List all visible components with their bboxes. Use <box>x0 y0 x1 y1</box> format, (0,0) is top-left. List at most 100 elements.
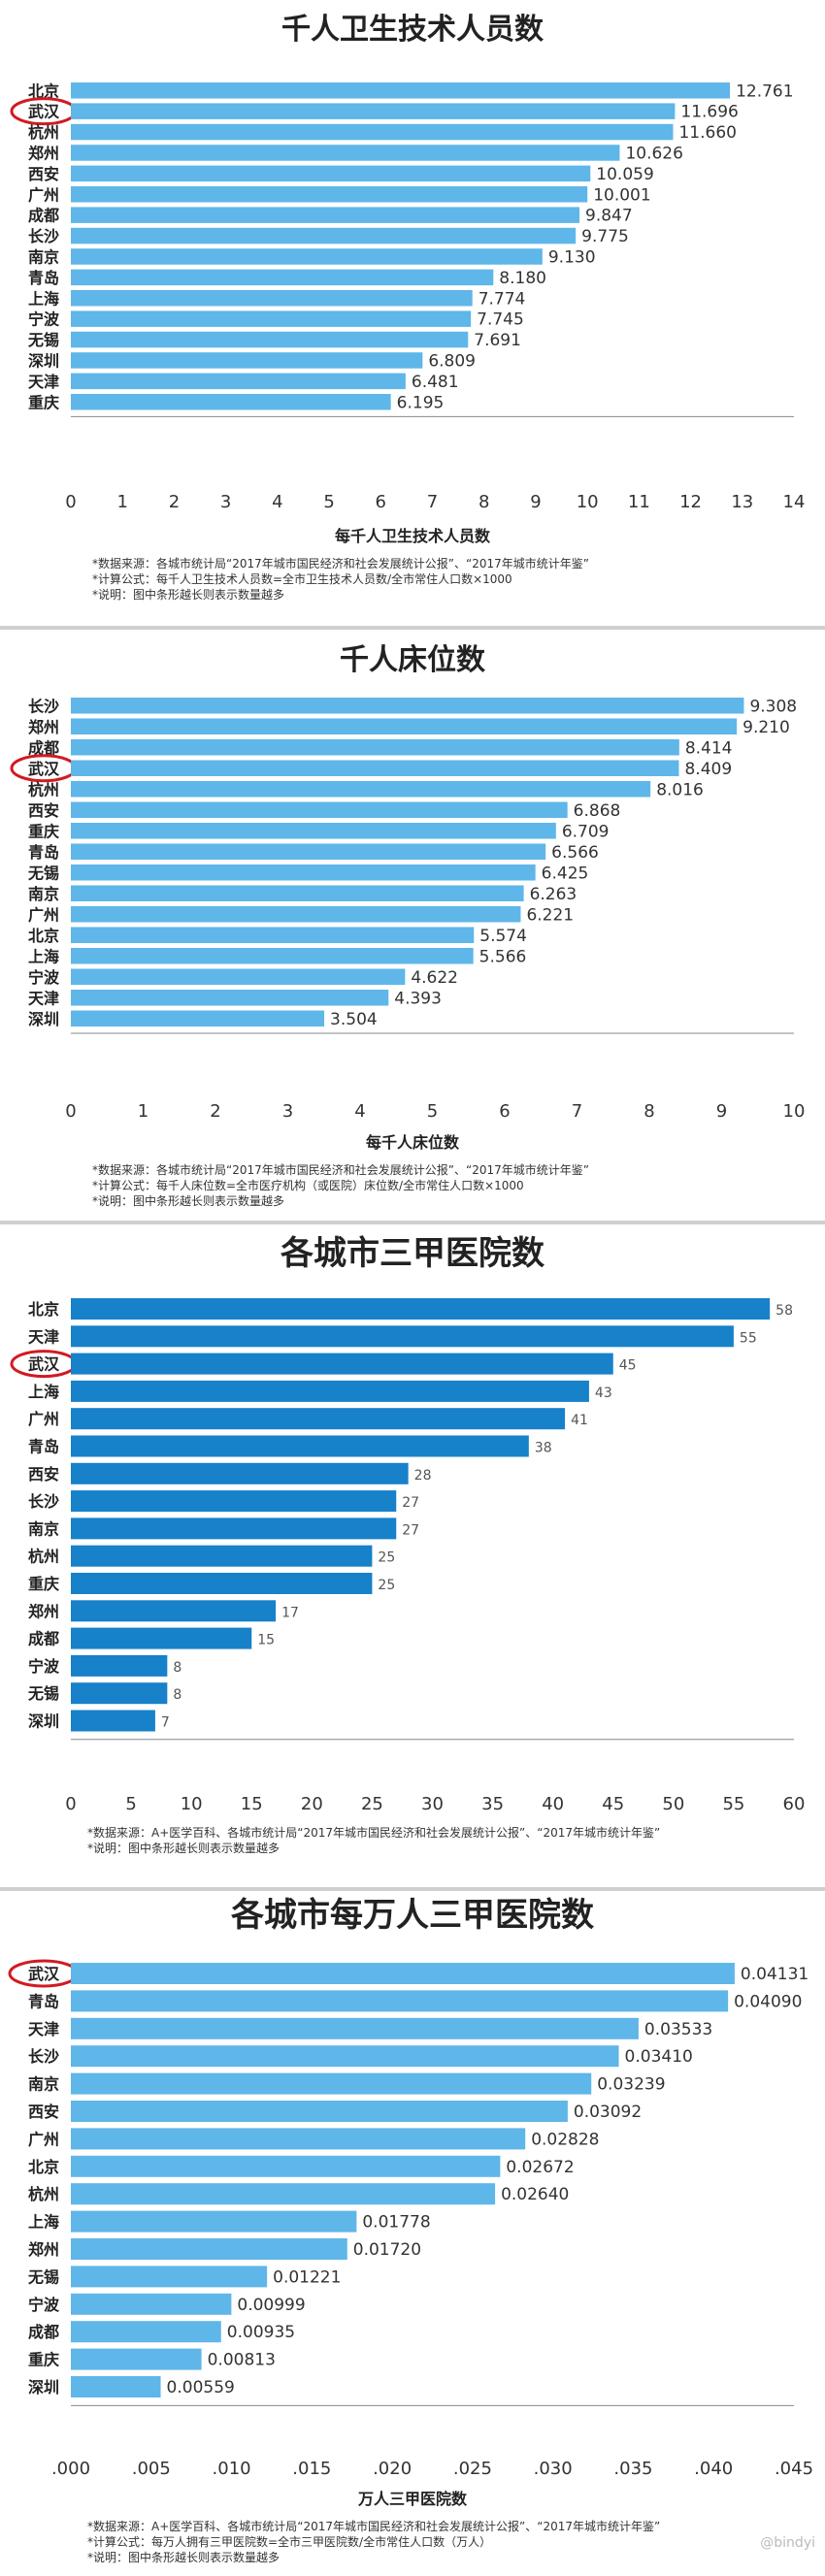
x-tick-label: 8 <box>644 1101 654 1122</box>
bar <box>71 2238 347 2260</box>
x-tick-label: 3 <box>220 492 231 512</box>
category-label: 无锡 <box>27 331 59 349</box>
value-label: 43 <box>595 1386 612 1401</box>
x-tick-label: 0 <box>65 1794 76 1814</box>
bar <box>71 1298 771 1320</box>
value-label: 4.393 <box>394 989 442 1008</box>
x-tick-label: 5 <box>125 1794 136 1814</box>
x-tick-label: 11 <box>628 492 650 512</box>
bar <box>71 1462 409 1484</box>
bar <box>71 739 679 756</box>
category-label: 郑州 <box>28 718 59 736</box>
bar <box>71 310 472 327</box>
x-tick-label: 5 <box>323 492 334 512</box>
value-label: 0.02828 <box>531 2130 599 2149</box>
footnote: *计算公式：每万人拥有三甲医院数=全市三甲医院数/全市常住人口数（万人） <box>87 2534 491 2549</box>
bar <box>71 885 524 901</box>
bar <box>71 1380 589 1402</box>
value-label: 0.01778 <box>362 2213 430 2233</box>
value-label: 25 <box>378 1578 395 1593</box>
x-tick-label: 15 <box>241 1794 263 1814</box>
category-label: 成都 <box>28 207 59 225</box>
value-label: 0.00935 <box>227 2323 295 2342</box>
category-label: 无锡 <box>27 864 59 882</box>
panel-divider <box>0 1887 825 1891</box>
category-label: 北京 <box>28 82 59 100</box>
value-label: 17 <box>281 1605 299 1620</box>
x-tick-label: .040 <box>694 2459 733 2479</box>
x-axis-label: 万人三甲医院数 <box>357 2490 468 2508</box>
footnote: *计算公式：每千人卫生技术人员数=全市卫生技术人员数/全市常住人口数×1000 <box>92 571 512 586</box>
bar <box>71 843 546 860</box>
bar <box>71 227 577 245</box>
x-tick-label: .045 <box>775 2459 813 2479</box>
value-label: 0.04131 <box>741 1965 808 1984</box>
value-label: 11.696 <box>680 103 738 122</box>
category-label: 武汉 <box>28 760 60 778</box>
category-label: 重庆 <box>28 1575 59 1593</box>
category-label: 成都 <box>28 2323 59 2341</box>
x-tick-label: 5 <box>427 1101 438 1122</box>
category-label: 长沙 <box>28 2047 59 2066</box>
footnote: *数据来源：A+医学百科、各城市统计局“2017年城市国民经济和社会发展统计公报… <box>87 2519 660 2533</box>
category-label: 广州 <box>28 2130 59 2148</box>
category-label: 西安 <box>28 165 59 183</box>
category-label: 深圳 <box>28 1712 59 1731</box>
bar <box>71 2017 639 2039</box>
category-label: 郑州 <box>28 144 59 162</box>
chart-title: 千人卫生技术人员数 <box>281 13 544 47</box>
chart-title: 各城市每万人三甲医院数 <box>231 1896 594 1935</box>
bar <box>71 2128 526 2150</box>
category-label: 成都 <box>28 738 59 757</box>
value-label: 0.04090 <box>734 1992 802 2011</box>
value-label: 9.308 <box>749 697 797 716</box>
value-label: 11.660 <box>678 123 736 143</box>
bar <box>71 1325 734 1348</box>
x-tick-label: 13 <box>731 492 753 512</box>
category-label: 成都 <box>28 1630 59 1648</box>
category-label: 重庆 <box>28 2351 59 2369</box>
value-label: 6.221 <box>526 905 574 925</box>
x-tick-label: 12 <box>679 492 702 512</box>
value-label: 4.622 <box>411 968 458 988</box>
category-label: 天津 <box>28 1327 59 1346</box>
bar <box>71 2266 268 2288</box>
footnote: *说明：图中条形越长则表示数量越多 <box>92 1193 284 1208</box>
category-label: 天津 <box>28 989 59 1007</box>
bar <box>71 1408 566 1430</box>
category-label: 北京 <box>28 927 59 945</box>
x-tick-label: 4 <box>354 1101 365 1122</box>
x-tick-label: .000 <box>51 2459 90 2479</box>
x-tick-label: .025 <box>453 2459 492 2479</box>
x-tick-label: .035 <box>613 2459 652 2479</box>
value-label: 9.775 <box>581 227 629 246</box>
panel-divider <box>0 626 825 630</box>
value-label: 25 <box>378 1550 395 1566</box>
bar <box>71 760 679 776</box>
x-tick-label: 35 <box>481 1794 504 1814</box>
category-label: 广州 <box>28 1410 59 1428</box>
footnote: *数据来源：各城市统计局“2017年城市国民经济和社会发展统计公报”、“2017… <box>92 1162 589 1177</box>
value-label: 5.574 <box>479 927 527 946</box>
x-tick-label: .005 <box>132 2459 171 2479</box>
value-label: 0.01221 <box>273 2267 341 2287</box>
value-label: 38 <box>535 1441 552 1456</box>
value-label: 6.809 <box>428 351 476 371</box>
category-label: 西安 <box>28 801 59 820</box>
bar <box>71 269 494 286</box>
value-label: 0.03239 <box>597 2075 665 2095</box>
x-tick-label: 55 <box>722 1794 744 1814</box>
category-label: 郑州 <box>28 2240 59 2259</box>
bar <box>71 718 738 734</box>
bar <box>71 82 731 99</box>
value-label: 58 <box>776 1303 793 1319</box>
x-tick-label: 30 <box>421 1794 444 1814</box>
bar <box>71 1627 252 1649</box>
category-label: 青岛 <box>28 1438 59 1456</box>
category-label: 北京 <box>28 2158 59 2176</box>
bar <box>71 2293 232 2315</box>
bar <box>71 801 568 818</box>
value-label: 6.425 <box>542 864 589 883</box>
